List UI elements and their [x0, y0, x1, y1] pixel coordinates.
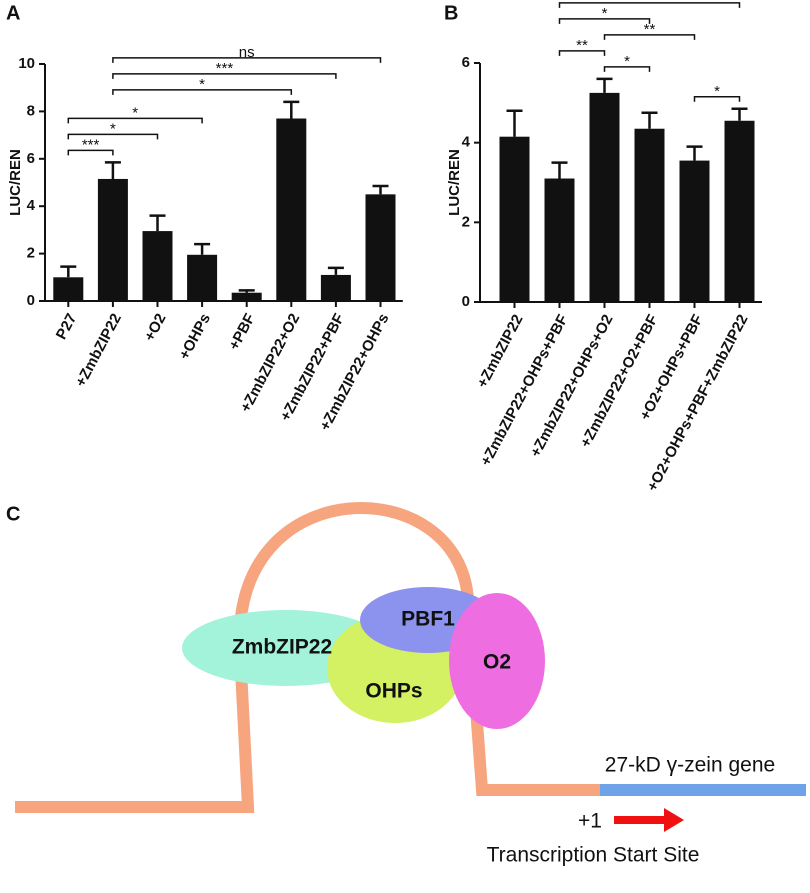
x-tick-label: +O2	[141, 311, 170, 344]
significance-label: *	[714, 83, 720, 100]
y-tick-label: 6	[462, 54, 470, 71]
error-bar	[641, 111, 658, 129]
x-tick-label: +ZmbZIP22	[72, 311, 125, 390]
y-tick-label: 0	[462, 293, 470, 310]
bar	[544, 178, 575, 302]
y-tick-label: 6	[27, 150, 35, 167]
significance-bracket	[603, 66, 651, 72]
error-bar	[60, 265, 77, 278]
bar	[365, 194, 396, 301]
significance-bracket	[558, 50, 606, 56]
protein-label: ZmbZIP22	[232, 636, 332, 659]
bar	[187, 254, 218, 301]
error-bar	[149, 214, 166, 232]
y-tick-label: 8	[27, 102, 35, 119]
significance-label: *	[624, 53, 630, 70]
bar	[499, 136, 530, 302]
error-bar	[731, 107, 748, 121]
bar	[724, 120, 755, 302]
significance-bracket	[558, 18, 651, 24]
y-tick-label: 10	[18, 55, 35, 72]
significance-label: **	[644, 0, 656, 6]
significance-bracket	[112, 73, 337, 79]
x-tick-label: +PBF	[226, 311, 259, 353]
bar	[142, 231, 173, 301]
significance-label: **	[576, 37, 588, 54]
error-bar	[686, 145, 703, 161]
bar	[53, 277, 84, 301]
panel-label: B	[444, 2, 458, 24]
bar	[634, 128, 665, 302]
tss-arrow	[614, 808, 684, 832]
significance-bracket	[558, 2, 741, 8]
panel-label: A	[6, 2, 20, 24]
tss-position: +1	[578, 810, 602, 833]
x-tick-label: +ZmbZIP22+OHPs+PBF	[477, 312, 571, 469]
x-tick-label: +ZmbZIP22	[474, 312, 527, 391]
y-tick-label: 4	[27, 197, 36, 214]
y-tick-label: 2	[27, 245, 35, 262]
significance-bracket	[603, 34, 696, 40]
significance-bracket	[112, 89, 293, 95]
error-bar	[372, 184, 389, 195]
x-tick-label: +OHPs	[176, 311, 214, 363]
significance-label: *	[132, 104, 138, 121]
significance-bracket	[67, 133, 159, 140]
y-tick-label: 0	[27, 292, 35, 309]
significance-label: **	[644, 21, 656, 38]
bar	[276, 118, 307, 301]
significance-label: ***	[216, 60, 234, 77]
error-bar	[104, 161, 121, 179]
bar	[320, 274, 351, 301]
significance-bracket	[67, 149, 114, 156]
y-tick-label: 2	[462, 213, 470, 230]
significance-bracket	[112, 57, 382, 63]
protein-label: PBF1	[401, 608, 455, 631]
significance-bracket	[67, 117, 203, 124]
bar	[231, 292, 262, 301]
error-bar	[238, 289, 255, 293]
significance-label: ***	[82, 136, 100, 153]
y-axis-label: LUC/REN	[7, 149, 24, 216]
error-bar	[194, 242, 211, 255]
significance-label: *	[110, 120, 116, 137]
x-tick-label: P27	[53, 311, 81, 343]
significance-bracket	[693, 96, 741, 102]
bar	[97, 178, 128, 301]
error-bar	[283, 100, 300, 119]
significance-label: ns	[239, 44, 255, 61]
bar	[679, 160, 710, 302]
error-bar	[551, 161, 568, 179]
diagram: ZmbZIP22 OHPs PBF1 O2 27-kD γ-zein gene …	[15, 501, 806, 867]
error-bar	[506, 109, 523, 137]
significance-label: *	[199, 76, 205, 93]
tss-label: Transcription Start Site	[487, 844, 700, 867]
y-axis-label: LUC/REN	[446, 149, 463, 216]
error-bar	[327, 266, 344, 275]
significance-label: *	[602, 5, 608, 22]
bar	[589, 92, 620, 302]
y-tick-label: 4	[462, 134, 471, 151]
x-tick-label: +ZmbZIP22+OHPs+O2	[527, 312, 617, 460]
error-bar	[596, 77, 613, 93]
dna-strand	[15, 501, 600, 813]
gene-label: 27-kD γ-zein gene	[605, 754, 775, 777]
protein-label: OHPs	[365, 680, 422, 703]
protein	[449, 593, 545, 729]
panel-label: C	[6, 503, 20, 525]
protein-label: O2	[483, 651, 511, 674]
